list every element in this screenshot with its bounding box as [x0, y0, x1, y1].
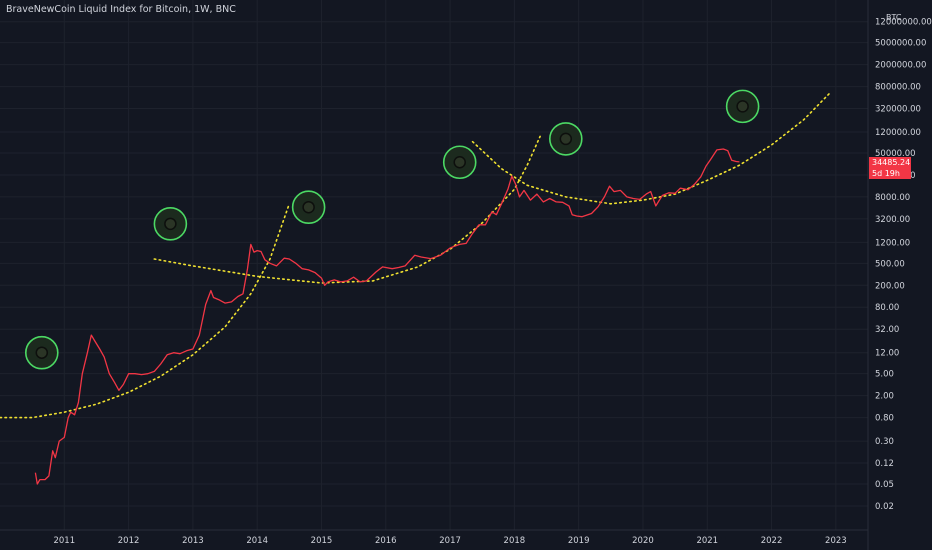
x-tick-label: 2012 [118, 536, 140, 546]
circle-marker-icon [549, 122, 583, 156]
price-axis[interactable]: 0.02 0.05 0.12 0.30 0.80 2.00 5.00 12.00 32.00 80… [875, 18, 932, 512]
y-tick-label: 32.00 [875, 325, 899, 335]
chart-title: BraveNewCoin Liquid Index for Bitcoin, 1… [6, 4, 236, 15]
trend-curve [153, 135, 541, 284]
time-axis[interactable]: 2011 2012 2013 2014 2015 2016 2017 2018 2019 2020… [53, 536, 846, 546]
x-tick-label: 2023 [825, 536, 847, 546]
y-tick-label: 2.00 [875, 392, 894, 402]
y-tick-label: 500.00 [875, 259, 905, 269]
circle-marker-icon [725, 89, 760, 124]
circle-marker-icon [291, 190, 326, 225]
trend-curves [0, 92, 831, 419]
y-tick-label: 12000000.00 [875, 18, 932, 28]
y-tick-label: 0.30 [875, 437, 894, 447]
y-tick-label: 3200.00 [875, 215, 910, 225]
price-line [34, 148, 740, 485]
bar-countdown: 5d 19h [872, 169, 900, 178]
x-tick-label: 2019 [568, 536, 590, 546]
x-tick-label: 2018 [504, 536, 526, 546]
y-tick-label: 5.00 [875, 370, 894, 380]
y-tick-label: 5000000.00 [875, 39, 926, 49]
last-price-tag: 34485.24 5d 19h [869, 157, 911, 179]
y-tick-label: 200.00 [875, 281, 905, 291]
x-tick-label: 2016 [375, 536, 397, 546]
y-tick-label: 0.12 [875, 459, 894, 469]
grid-lines [0, 0, 868, 530]
x-tick-label: 2021 [696, 536, 718, 546]
x-tick-label: 2013 [182, 536, 204, 546]
y-tick-label: 120000.00 [875, 128, 921, 138]
x-tick-label: 2015 [311, 536, 333, 546]
circle-marker-icon [24, 335, 59, 370]
circle-marker-icon [442, 145, 477, 180]
y-tick-label: 1200.00 [875, 238, 910, 248]
x-tick-label: 2020 [632, 536, 654, 546]
y-tick-label: 80.00 [875, 303, 899, 313]
x-tick-label: 2022 [761, 536, 783, 546]
trend-curve [0, 203, 291, 419]
y-tick-label: 320000.00 [875, 105, 921, 115]
y-tick-label: 8000.00 [875, 193, 910, 203]
y-tick-label: 0.02 [875, 502, 894, 512]
x-tick-label: 2017 [439, 536, 461, 546]
x-tick-label: 2011 [53, 536, 75, 546]
price-series [34, 148, 740, 485]
y-tick-label: 50000.00 [875, 149, 916, 159]
y-tick-label: 0.80 [875, 414, 894, 424]
trend-curve [471, 92, 831, 205]
x-tick-label: 2014 [246, 536, 268, 546]
last-price-value: 34485.24 [872, 158, 911, 167]
y-tick-label: 2000000.00 [875, 61, 926, 71]
y-tick-label: 0.05 [875, 480, 894, 490]
y-tick-label: 800000.00 [875, 83, 921, 93]
circle-markers [24, 89, 760, 370]
y-tick-label: 12.00 [875, 349, 899, 359]
circle-marker-icon [153, 207, 188, 241]
currency-unit-label: BTC [886, 13, 902, 22]
